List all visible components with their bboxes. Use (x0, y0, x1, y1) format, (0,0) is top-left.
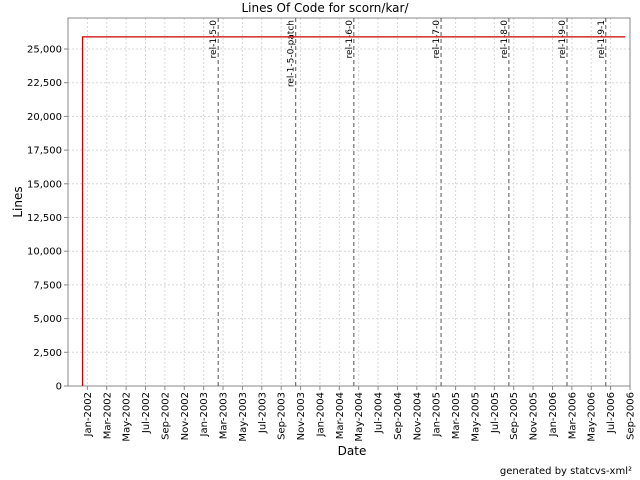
footer: generated by statcvs-xml² (500, 466, 632, 477)
x-tick-label: Jan-2005 (432, 392, 443, 437)
y-tick-label: 0 (56, 382, 62, 393)
x-tick-label: Jan-2003 (199, 392, 210, 437)
x-tick-label: Jul-2005 (490, 392, 501, 434)
chart-title: Lines Of Code for scorn/kar/ (241, 1, 409, 15)
y-tick-label: 22,500 (27, 78, 62, 89)
data-line (81, 36, 626, 386)
x-tick-label: May-2006 (587, 392, 598, 442)
y-tick-label: 17,500 (27, 146, 62, 157)
x-tick-label: Mar-2006 (567, 392, 578, 439)
x-tick-label: May-2005 (470, 392, 481, 442)
annotation-label: rel-1-9-0 (558, 20, 568, 59)
x-tick-label: Sep-2004 (393, 392, 404, 440)
annotation-label: rel-1-5-0-patch (287, 20, 297, 87)
x-tick-label: Jul-2006 (606, 392, 617, 434)
x-tick-label: Jul-2004 (374, 392, 385, 434)
x-tick-label: Sep-2003 (277, 392, 288, 440)
x-tick-label: Nov-2005 (529, 392, 540, 440)
annotation-label: rel-1-6-0 (345, 20, 355, 59)
x-tick-label: May-2003 (238, 392, 249, 442)
annotation-label: rel-1-8-0 (500, 20, 510, 59)
x-tick-label: Sep-2006 (626, 392, 637, 440)
y-tick-label: 20,000 (27, 112, 62, 123)
y-axis-label: Lines (11, 186, 25, 217)
annotation-label: rel-1-9-1 (597, 20, 607, 58)
x-tick-label: Sep-2005 (509, 392, 520, 440)
x-tick-label: Jul-2002 (141, 392, 152, 434)
annotation-label: rel-1-7-0 (432, 20, 442, 59)
x-tick-label: Mar-2004 (335, 392, 346, 439)
x-axis-label: Date (338, 444, 367, 458)
x-tick-label: Mar-2003 (219, 392, 230, 439)
y-tick-label: 25,000 (27, 45, 62, 56)
x-tick-label: Nov-2003 (296, 392, 307, 440)
x-tick-label: Jan-2006 (548, 392, 559, 437)
y-tick-label: 5,000 (33, 314, 62, 325)
x-tick-label: Nov-2004 (412, 392, 423, 440)
x-tick-label: Sep-2002 (160, 392, 171, 440)
y-tick-label: 15,000 (27, 179, 62, 190)
y-tick-label: 10,000 (27, 247, 62, 258)
x-tick-label: May-2002 (122, 392, 133, 442)
y-tick-label: 12,500 (27, 213, 62, 224)
x-tick-label: Mar-2005 (451, 392, 462, 439)
x-tick-label: Jul-2003 (257, 392, 268, 434)
x-tick-label: Nov-2002 (180, 392, 191, 440)
annotation-label: rel-1-5-0 (209, 20, 219, 59)
x-tick-label: Mar-2002 (102, 392, 113, 439)
y-tick-label: 7,500 (33, 280, 62, 291)
x-tick-label: Jan-2004 (315, 392, 326, 437)
y-tick-label: 2,500 (33, 348, 62, 359)
x-tick-label: May-2004 (354, 392, 365, 442)
x-tick-label: Jan-2002 (83, 392, 94, 437)
plot-frame (67, 17, 631, 387)
